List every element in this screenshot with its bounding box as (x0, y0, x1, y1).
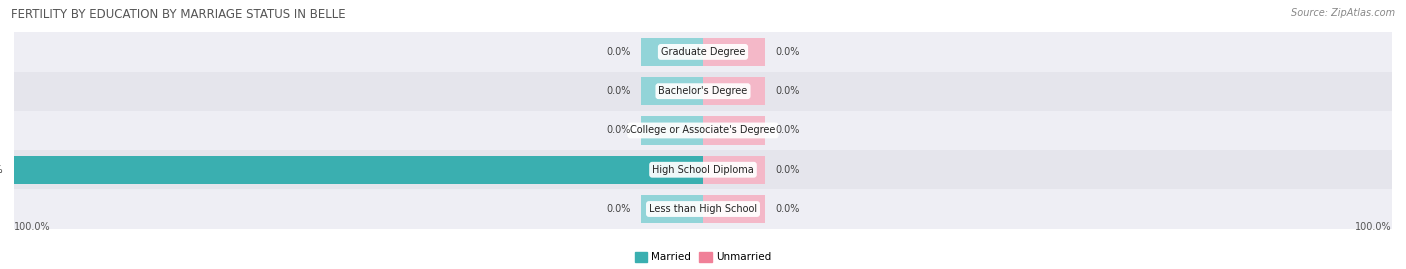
Text: 0.0%: 0.0% (775, 86, 800, 96)
Bar (703, 38, 765, 66)
Text: 0.0%: 0.0% (775, 125, 800, 136)
Text: Graduate Degree: Graduate Degree (661, 47, 745, 57)
Text: Bachelor's Degree: Bachelor's Degree (658, 86, 748, 96)
Text: 0.0%: 0.0% (606, 47, 631, 57)
Bar (641, 116, 703, 145)
Bar (14, 32, 1392, 72)
Bar (14, 111, 1392, 150)
Text: 0.0%: 0.0% (775, 47, 800, 57)
Text: 100.0%: 100.0% (14, 222, 51, 232)
Bar (14, 150, 1392, 189)
Text: High School Diploma: High School Diploma (652, 165, 754, 175)
Bar (703, 116, 765, 145)
Text: 0.0%: 0.0% (606, 86, 631, 96)
Text: 0.0%: 0.0% (775, 204, 800, 214)
Bar (703, 155, 765, 184)
Text: 100.0%: 100.0% (0, 165, 4, 175)
Bar (14, 189, 1392, 229)
Text: College or Associate's Degree: College or Associate's Degree (630, 125, 776, 136)
Text: 0.0%: 0.0% (606, 204, 631, 214)
Text: FERTILITY BY EDUCATION BY MARRIAGE STATUS IN BELLE: FERTILITY BY EDUCATION BY MARRIAGE STATU… (11, 8, 346, 21)
Bar (703, 195, 765, 223)
Bar (14, 72, 1392, 111)
Bar (14, 155, 703, 184)
Bar (641, 77, 703, 105)
Text: Source: ZipAtlas.com: Source: ZipAtlas.com (1291, 8, 1395, 18)
Legend: Married, Unmarried: Married, Unmarried (630, 248, 776, 267)
Bar (641, 195, 703, 223)
Text: 0.0%: 0.0% (775, 165, 800, 175)
Text: 0.0%: 0.0% (606, 125, 631, 136)
Bar (641, 38, 703, 66)
Bar (703, 77, 765, 105)
Text: Less than High School: Less than High School (650, 204, 756, 214)
Text: 100.0%: 100.0% (1355, 222, 1392, 232)
